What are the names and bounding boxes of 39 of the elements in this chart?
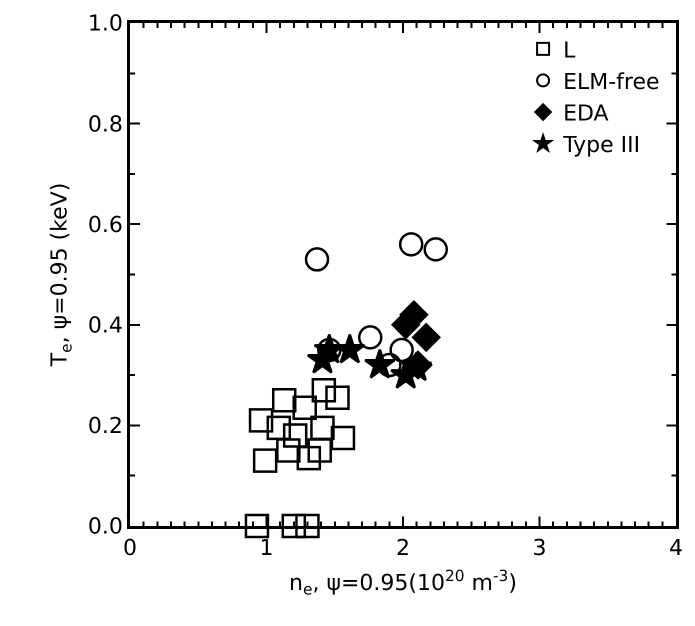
x-tick-label: 1 [260, 536, 274, 562]
point [292, 396, 317, 420]
x-axis-title: n$_{e}$, ψ=0.95(10$^{20}$ m$^{-3}$) [289, 566, 517, 599]
legend-label: Type III [562, 133, 640, 158]
point [325, 385, 350, 410]
legend-label: L [563, 38, 576, 64]
point [398, 232, 424, 257]
y-tick-label: 0.6 [88, 212, 123, 238]
y-tick-label: 1.0 [88, 12, 123, 37]
point [244, 514, 270, 538]
y-tick-label: 0.2 [88, 414, 123, 440]
x-tick-label: 0 [123, 536, 137, 562]
point [389, 338, 414, 362]
point [252, 448, 278, 473]
point [266, 416, 292, 440]
point [330, 426, 356, 450]
point [276, 438, 301, 463]
point [296, 446, 322, 470]
legend-label: EDA [563, 102, 609, 127]
point [412, 323, 440, 352]
point [282, 514, 306, 538]
point [248, 408, 274, 433]
point [295, 514, 320, 538]
point [312, 378, 336, 402]
y-tick-label: 0.8 [88, 112, 123, 138]
x-tick-label: 4 [669, 536, 683, 562]
y-tick-label: 0.0 [88, 514, 123, 540]
x-tick-label: 3 [532, 536, 546, 562]
point [307, 438, 332, 463]
point [272, 388, 296, 412]
y-tick-label: 0.4 [88, 314, 123, 338]
point [304, 247, 330, 272]
point [358, 325, 382, 350]
point [364, 348, 396, 379]
legend-label: ELM-free [563, 70, 660, 96]
point [424, 237, 448, 262]
point [282, 423, 308, 448]
x-tick-label: 2 [396, 536, 410, 562]
point [310, 416, 335, 440]
